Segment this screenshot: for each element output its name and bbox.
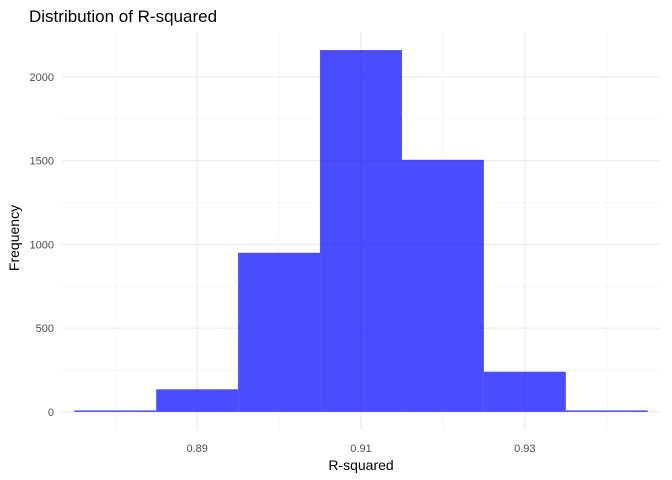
y-tick-label: 2000 — [30, 72, 54, 84]
chart-title: Distribution of R-squared — [29, 7, 217, 26]
x-axis-tick-labels: 0.89 0.91 0.93 — [186, 443, 535, 455]
y-axis-tick-labels: 0 500 1000 1500 2000 — [30, 72, 54, 419]
x-tick-label: 0.93 — [514, 443, 535, 455]
histogram-bar — [320, 50, 402, 412]
histogram-bar — [565, 410, 648, 412]
y-tick-label: 500 — [36, 323, 54, 335]
x-tick-label: 0.91 — [350, 443, 371, 455]
histogram-bar — [74, 410, 157, 412]
y-axis-title: Frequency — [6, 205, 22, 271]
histogram-bar — [483, 371, 566, 412]
histogram-bars — [74, 50, 648, 412]
y-tick-label: 1500 — [30, 156, 54, 168]
x-axis-title: R-squared — [328, 457, 393, 473]
y-tick-label: 1000 — [30, 239, 54, 251]
histogram-bar — [401, 159, 484, 412]
histogram-bar — [156, 389, 239, 412]
y-tick-label: 0 — [48, 407, 54, 419]
histogram-bar — [238, 252, 321, 412]
x-tick-label: 0.89 — [186, 443, 207, 455]
